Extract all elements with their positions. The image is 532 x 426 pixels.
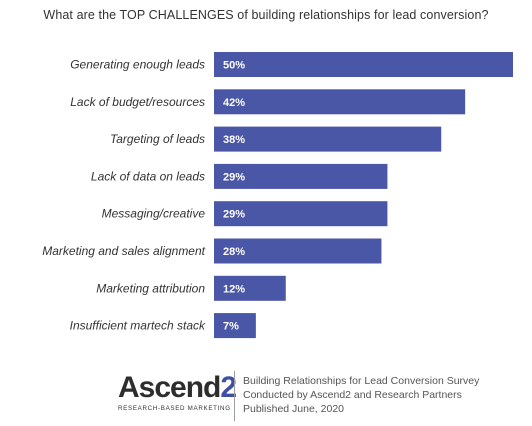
footer: Ascend2 RESEARCH-BASED MARKETING Buildin… xyxy=(0,365,532,426)
logo-text: Ascend xyxy=(118,371,221,404)
bar xyxy=(214,201,388,227)
bar xyxy=(214,275,286,301)
bar xyxy=(214,89,466,115)
logo-tagline: RESEARCH-BASED MARKETING xyxy=(118,405,231,412)
bar-value-label: 12% xyxy=(223,283,245,295)
source-line-conducted: Conducted by Ascend2 and Research Partne… xyxy=(243,389,462,401)
bar-chart: Generating enough leads 50% Lack of budget… xyxy=(42,52,513,339)
logo-accent: 2 xyxy=(220,371,237,404)
category-label: Messaging/creative xyxy=(102,207,206,221)
category-label: Generating enough leads xyxy=(70,58,205,72)
bar xyxy=(214,163,388,189)
category-label: Lack of data on leads xyxy=(91,169,205,183)
chart-title: What are the TOP CHALLENGES of building … xyxy=(43,8,489,22)
category-label: Marketing attribution xyxy=(96,281,205,295)
bar-value-label: 28% xyxy=(223,246,245,258)
logo-wordmark: Ascend2 xyxy=(118,371,237,404)
bar-value-label: 29% xyxy=(223,171,245,183)
bar-value-label: 29% xyxy=(223,209,245,221)
source-line-survey: Building Relationships for Lead Conversi… xyxy=(243,375,480,387)
category-label: Targeting of leads xyxy=(110,132,205,146)
bar xyxy=(214,313,256,339)
bar xyxy=(214,52,513,77)
bar-value-label: 38% xyxy=(223,134,245,146)
ascend2-logo: Ascend2 RESEARCH-BASED MARKETING xyxy=(118,373,237,413)
source-info: Building Relationships for Lead Conversi… xyxy=(243,374,479,416)
source-line-published: Published June, 2020 xyxy=(243,403,344,415)
footer-divider xyxy=(234,371,235,421)
bar xyxy=(214,238,382,264)
bar-value-label: 50% xyxy=(223,60,245,72)
bar xyxy=(214,126,442,152)
category-label: Insufficient martech stack xyxy=(70,319,206,333)
bar-value-label: 42% xyxy=(223,97,245,109)
bar-value-label: 7% xyxy=(223,321,239,333)
category-label: Lack of budget/resources xyxy=(70,95,205,109)
category-label: Marketing and sales alignment xyxy=(42,244,205,258)
